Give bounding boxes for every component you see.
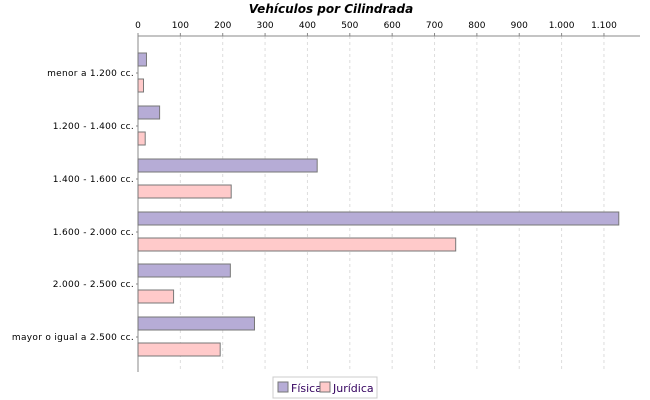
gridlines bbox=[179, 36, 605, 372]
legend: Física Jurídica bbox=[272, 376, 378, 399]
bar-jurídica bbox=[137, 78, 145, 93]
legend-swatch bbox=[277, 381, 289, 393]
bar-física bbox=[137, 105, 161, 120]
chart-title: Vehículos por Cilindrada bbox=[249, 2, 413, 16]
tick-label: 800 bbox=[468, 21, 485, 31]
tick-label: 100 bbox=[172, 21, 189, 31]
bar-física bbox=[137, 211, 620, 226]
bar-física bbox=[137, 316, 255, 331]
y-axis: menor a 1.200 cc. 1.200 - 1.400 cc. 1.400 … bbox=[12, 69, 138, 343]
tick-label: 300 bbox=[256, 21, 273, 31]
bar-jurídica bbox=[137, 289, 175, 304]
category-label: 1.600 - 2.000 cc. bbox=[53, 228, 134, 238]
category-label: 1.400 - 1.600 cc. bbox=[53, 175, 134, 185]
tick-label: 200 bbox=[214, 21, 231, 31]
legend-label: Jurídica bbox=[332, 382, 374, 395]
bars bbox=[137, 52, 620, 357]
tick-label: 900 bbox=[511, 21, 528, 31]
bar-jurídica bbox=[137, 342, 221, 357]
tick-label: 1.100 bbox=[591, 21, 617, 31]
tick-label: 1.000 bbox=[549, 21, 575, 31]
bar-jurídica bbox=[137, 184, 232, 199]
tick-label: 500 bbox=[341, 21, 358, 31]
bar-jurídica bbox=[137, 131, 146, 146]
bar-física bbox=[137, 158, 318, 173]
legend-label: Física bbox=[291, 382, 322, 395]
category-label: 2.000 - 2.500 cc. bbox=[53, 280, 134, 290]
category-label: mayor o igual a 2.500 cc. bbox=[12, 333, 134, 343]
tick-label: 0 bbox=[135, 21, 141, 31]
bar-física bbox=[137, 52, 147, 67]
category-label: menor a 1.200 cc. bbox=[47, 69, 134, 79]
tick-label: 600 bbox=[384, 21, 401, 31]
legend-swatch bbox=[319, 381, 331, 393]
tick-label: 700 bbox=[426, 21, 443, 31]
bar-jurídica bbox=[137, 237, 457, 252]
bar-física bbox=[137, 263, 231, 278]
category-label: 1.200 - 1.400 cc. bbox=[53, 122, 134, 132]
tick-label: 400 bbox=[299, 21, 316, 31]
